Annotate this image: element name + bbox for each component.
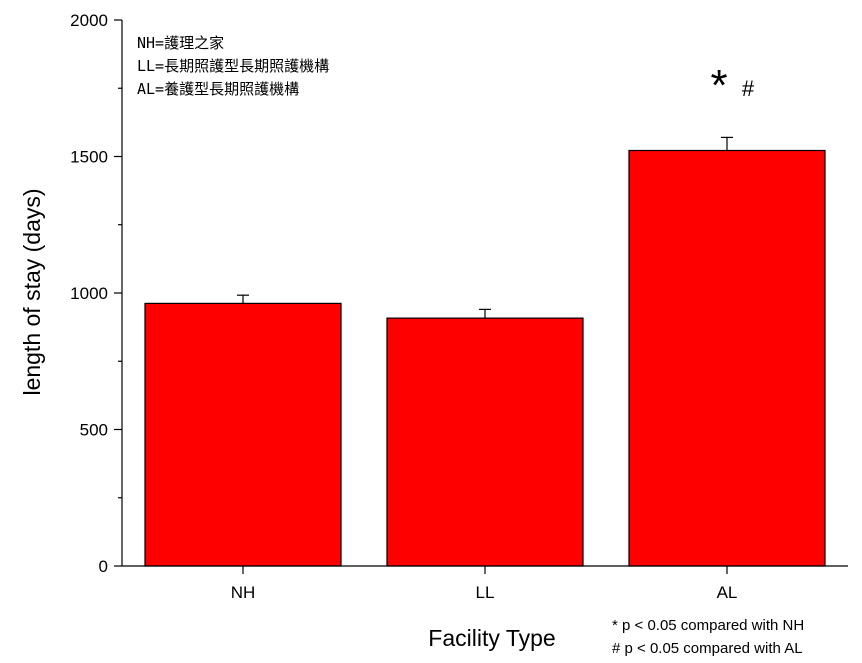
bar-al [628,149,826,567]
bars-group [144,149,826,567]
y-tick-label: 500 [80,421,108,440]
x-tick-label-nh: NH [231,583,256,602]
y-tick-label: 2000 [70,11,108,30]
legend-line-al: AL=養護型長期照護機構 [137,80,299,98]
significance-star: * [710,61,727,110]
error-bars-group [237,136,733,319]
x-tick-label-al: AL [717,583,738,602]
y-tick-label: 1000 [70,284,108,303]
x-tick-label-ll: LL [476,583,495,602]
y-tick-label: 0 [99,557,108,576]
bar-ll [386,317,584,567]
footnote-star: * p < 0.05 compared with NH [612,617,804,634]
y-axis-title: length of stay (days) [19,188,45,395]
x-ticks-group: NH LL AL [231,566,738,602]
y-ticks-group: 0 500 1000 1500 2000 [70,11,122,576]
bar-nh [144,302,342,567]
legend-box: NH=護理之家 LL=長期照護型長期照護機構 AL=養護型長期照護機構 [137,34,329,98]
significance-hash: # [742,76,755,101]
footnote-hash: # p < 0.05 compared with AL [612,640,803,657]
legend-line-ll: LL=長期照護型長期照護機構 [137,57,329,75]
legend-line-nh: NH=護理之家 [137,34,224,52]
y-tick-label: 1500 [70,148,108,167]
x-axis-title: Facility Type [428,625,555,651]
